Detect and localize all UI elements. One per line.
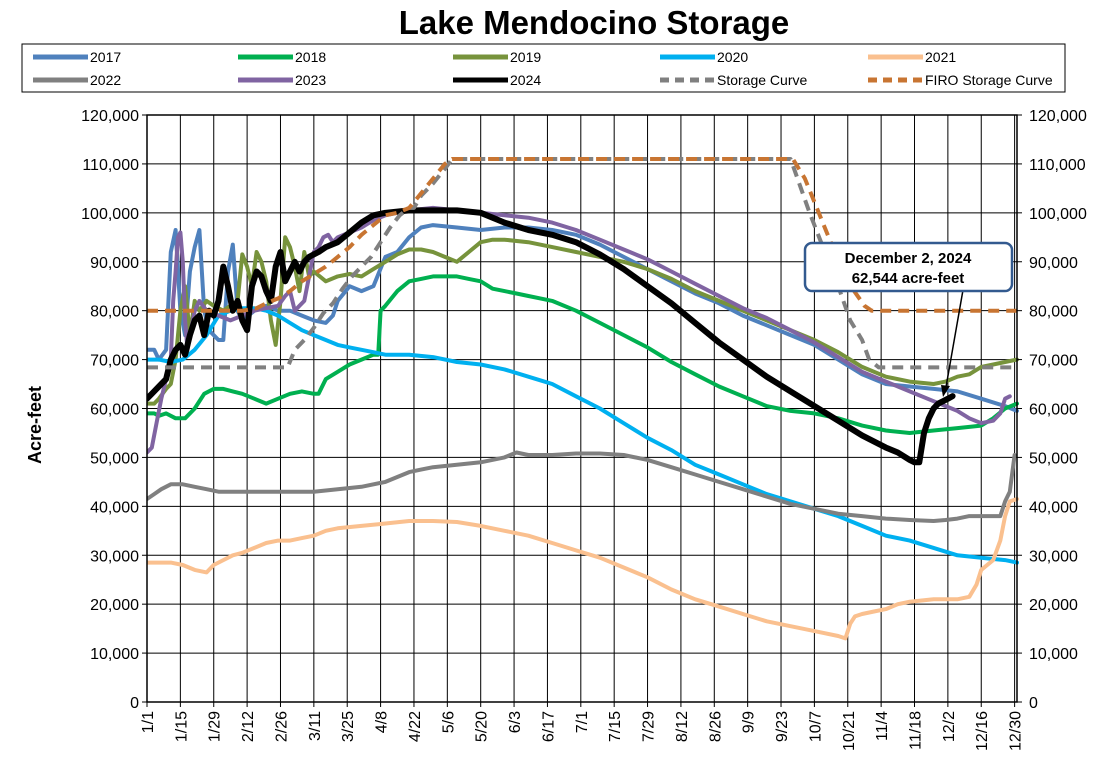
legend-label-2024: 2024: [510, 72, 541, 88]
x-axis: 1/1 1/15 1/29 2/12 2/26 3/11 3/25 4/8 4/22 5/6 5/2…: [140, 702, 1025, 751]
annotation-date: December 2, 2024: [845, 250, 972, 267]
x-tick-label: 4/22: [407, 711, 424, 742]
legend-label-2017: 2017: [90, 49, 121, 65]
legend-box: [21, 43, 1066, 93]
y-tick-label-left: 110,000: [82, 157, 139, 174]
series-line-2018: [147, 274, 1019, 435]
y-tick-label-right: 40,000: [1029, 499, 1078, 516]
x-tick-label: 9/9: [741, 711, 758, 733]
y-tick-label-left: 80,000: [90, 304, 139, 321]
legend-label-2023: 2023: [295, 72, 326, 88]
y-tick-label-right: 100,000: [1029, 206, 1087, 223]
series-line-2023: [147, 205, 1012, 455]
y-axis-label: Acre-feet: [25, 386, 45, 464]
x-tick-label: 10/21: [841, 711, 858, 751]
legend-label-2018: 2018: [295, 49, 326, 65]
y-tick-label-left: 60,000: [90, 402, 139, 419]
annotation-box: [803, 241, 1014, 293]
series-line-2021: [147, 497, 1019, 641]
x-tick-label: 11/4: [874, 711, 891, 741]
legend-label-firo-storage-curve: FIRO Storage Curve: [925, 72, 1053, 88]
x-tick-label: 7/15: [607, 711, 624, 742]
y-tick-label-right: 80,000: [1029, 304, 1078, 321]
legend-label-storage-curve: Storage Curve: [717, 72, 807, 88]
data-series: [147, 157, 1019, 641]
x-tick-label: 1/15: [173, 711, 190, 742]
series-line-2024: [147, 207, 956, 466]
y-axis-left: 0 10,000 20,000 30,000 40,000 50,000 60,000 70,…: [81, 108, 147, 712]
x-tick-label: 2/12: [240, 711, 257, 742]
x-tick-label: 5/6: [440, 711, 457, 733]
y-tick-label-left: 20,000: [90, 597, 139, 614]
y-tick-label-left: 30,000: [90, 548, 139, 565]
annotation-callout: December 2, 2024 62,544 acre-feet: [803, 241, 1014, 397]
series-line-2019: [147, 235, 1019, 406]
x-tick-label: 1/29: [207, 711, 224, 742]
x-tick-label: 6/3: [507, 711, 524, 733]
annotation-arrowhead: [941, 385, 950, 397]
y-tick-label-right: 70,000: [1029, 353, 1078, 370]
y-tick-label-right: 50,000: [1029, 450, 1078, 467]
y-tick-label-right: 10,000: [1029, 646, 1078, 663]
x-tick-label: 12/30: [1008, 711, 1025, 751]
x-tick-label: 3/11: [307, 711, 324, 741]
y-tick-label-right: 30,000: [1029, 548, 1078, 565]
legend-label-2020: 2020: [717, 49, 748, 65]
x-tick-label: 3/25: [340, 711, 357, 742]
x-tick-label: 7/1: [574, 711, 591, 733]
y-tick-label-right: 20,000: [1029, 597, 1078, 614]
x-tick-label: 8/12: [674, 711, 691, 742]
legend: 2017 2018 2019 2020 2021 2022 2023 2024 Storage …: [21, 43, 1066, 93]
y-tick-label-left: 70,000: [90, 353, 139, 370]
y-tick-label-left: 100,000: [81, 206, 139, 223]
y-tick-label-right: 0: [1029, 695, 1038, 712]
legend-label-2021: 2021: [925, 49, 956, 65]
y-tick-label-left: 90,000: [90, 255, 139, 272]
annotation-value: 62,544 acre-feet: [852, 270, 965, 287]
x-tick-label: 6/17: [540, 711, 557, 742]
x-tick-label: 7/29: [641, 711, 658, 742]
y-tick-label-right: 60,000: [1029, 402, 1078, 419]
y-tick-label-right: 110,000: [1029, 157, 1086, 174]
legend-label-2022: 2022: [90, 72, 121, 88]
series-line-2022: [147, 450, 1017, 523]
x-tick-label: 8/26: [707, 711, 724, 742]
x-tick-label: 12/2: [941, 711, 958, 742]
chart-title: Lake Mendocino Storage: [399, 4, 790, 41]
x-tick-label: 11/18: [908, 711, 925, 750]
y-tick-label-left: 10,000: [90, 646, 139, 663]
y-tick-label-right: 90,000: [1029, 255, 1078, 272]
series-line-2020: [147, 306, 1019, 565]
x-tick-label: 4/8: [374, 711, 391, 733]
y-tick-label-left: 50,000: [90, 450, 139, 467]
plot-grid: [146, 114, 1017, 703]
annotation-arrow-line: [945, 289, 964, 388]
y-tick-label-right: 120,000: [1029, 108, 1087, 125]
legend-label-2019: 2019: [510, 49, 541, 65]
x-tick-label: 5/20: [474, 711, 491, 742]
y-tick-label-left: 120,000: [81, 108, 139, 125]
x-tick-label: 12/16: [974, 711, 991, 751]
x-tick-label: 9/23: [774, 711, 791, 742]
y-tick-label-left: 40,000: [90, 499, 139, 516]
x-tick-label: 2/26: [273, 711, 290, 742]
y-tick-label-left: 0: [130, 695, 139, 712]
x-tick-label: 1/1: [140, 711, 157, 733]
series-line-2017: [147, 223, 1019, 413]
x-tick-label: 10/7: [807, 711, 824, 742]
y-axis-right: 0 10,000 20,000 30,000 40,000 50,000 60,000 70,…: [1017, 108, 1087, 712]
